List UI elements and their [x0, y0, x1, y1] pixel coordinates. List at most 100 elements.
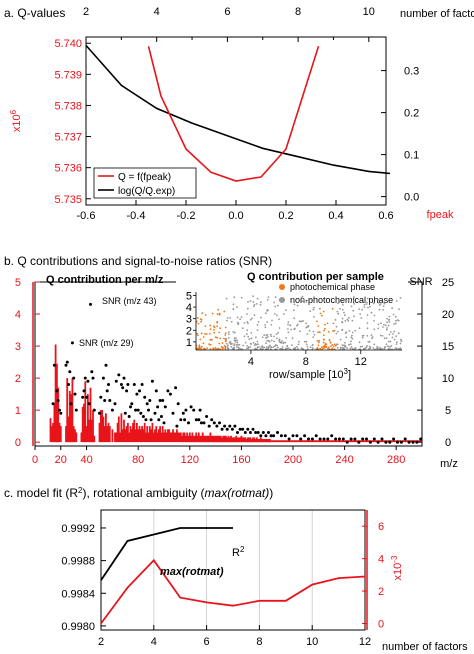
panel-b-snr-point [198, 408, 202, 412]
panel-b-q-bar [136, 422, 138, 443]
panel-c-x-tick-label: 12 [359, 636, 371, 648]
panel-b-inset-point-photo [214, 336, 217, 339]
panel-b-inset-point-nonphoto [305, 340, 308, 343]
panel-b-q-bar [216, 435, 218, 443]
panel-b-left-axis: 0 1 2 3 4 5 [15, 277, 40, 449]
panel-b-snr-point [184, 408, 188, 412]
panel-b-snr-point [147, 408, 150, 412]
panel-b-inset-point-photo [218, 342, 221, 345]
panel-b-inset-point-photo [206, 347, 209, 349]
panel-b-q-bar [141, 426, 143, 443]
panel-b-inset-point-photo [224, 340, 227, 343]
panel-b-inset-point-nonphoto [382, 326, 384, 328]
panel-b-inset-point-nonphoto [335, 343, 338, 346]
panel-a-left-tick-label: 5.737 [54, 132, 82, 144]
panel-b-inset-point-photo [223, 337, 225, 340]
panel-b-inset-point-nonphoto [249, 300, 252, 302]
panel-b-snr-point [145, 402, 149, 406]
panel-b-inset-point-nonphoto [395, 319, 397, 322]
panel-b-x-tick-label: 280 [387, 454, 405, 466]
panel-b-q-bar [93, 435, 96, 443]
panel-b-inset-point-photo [223, 310, 226, 313]
panel-a-bottom-axis-label: fpeak [427, 209, 454, 221]
panel-b-inset-point-nonphoto [289, 324, 292, 327]
panel-b-q-bar [71, 378, 74, 443]
panel-b-inset-point-nonphoto [237, 346, 240, 349]
panel-b-q-bar [68, 390, 71, 443]
panel-c-series-r2-line [100, 527, 233, 581]
panel-b-inset-point-nonphoto [265, 342, 267, 345]
panel-b-inset-point-nonphoto [379, 303, 382, 305]
panel-b-inset-point-nonphoto [249, 318, 252, 321]
panel-b-inset-point-nonphoto [307, 324, 310, 327]
panel-b-title: b. Q contributions and signal-to-noise r… [4, 254, 272, 268]
panel-b-snr-point [127, 415, 131, 418]
panel-b-inset-point-nonphoto [351, 319, 354, 322]
panel-b-inset-point-nonphoto [250, 332, 253, 334]
panel-b-inset-point-photo [216, 321, 219, 324]
panel-c-series-label-r2: R2 [232, 545, 245, 559]
panel-b-q-bar [199, 435, 201, 443]
panel-b-x-tick-label: 200 [284, 454, 302, 466]
panel-b-inset-point-nonphoto [270, 324, 273, 326]
panel-b-inset-point-photo [196, 332, 199, 335]
panel-b-inset-point-photo [317, 331, 319, 334]
panel-b-inset-point-nonphoto [280, 342, 283, 344]
panel-b-inset-point-nonphoto [229, 343, 232, 345]
panel-b-inset-point-nonphoto [367, 341, 370, 343]
panel-b-inset-point-nonphoto [399, 338, 402, 341]
panel-b-inset-point-nonphoto [392, 313, 395, 316]
panel-a-top-axis-label: number of factors [400, 8, 474, 20]
panel-b-inset-point-nonphoto [300, 297, 303, 299]
panel-b-inset-point-nonphoto [388, 315, 391, 318]
panel-b-inset-point-nonphoto [270, 339, 273, 342]
panel-b-inset-point-photo [322, 347, 325, 350]
panel-b-inset-point-nonphoto [251, 317, 253, 320]
panel-b-inset-point-nonphoto [308, 329, 311, 332]
panel-b-inset-point-nonphoto [278, 318, 280, 321]
panel-b-inset-point-nonphoto [298, 320, 301, 322]
panel-b-inset-point-nonphoto [252, 301, 255, 303]
panel-b-inset-point-nonphoto [260, 346, 263, 348]
panel-b-inset-point-photo [199, 318, 202, 320]
panel-b-x-tick-label: 120 [181, 454, 199, 466]
panel-b-snr-point [248, 431, 252, 434]
panel-b-inset-point-nonphoto [350, 305, 353, 308]
panel-b-inset-point-nonphoto [306, 333, 309, 335]
panel-b-inset-point-nonphoto [259, 303, 262, 306]
panel-a-series-q-line [147, 46, 320, 182]
panel-b-inset-point-nonphoto [291, 337, 294, 340]
panel-b-q-bar [129, 426, 132, 443]
panel-b-q-bar [204, 435, 207, 443]
panel-b-inset-point-nonphoto [264, 326, 267, 329]
panel-b-inset-point-nonphoto [279, 347, 282, 350]
panel-b-inset-point-nonphoto [387, 324, 390, 327]
panel-b-snr-point [110, 408, 114, 412]
panel-c-left-axis: 0.9980 0.9984 0.9988 0.9992 [61, 523, 106, 633]
panel-c-x-axis-label: number of factors [382, 641, 468, 653]
panel-b-q-bar [108, 426, 111, 443]
panel-b-snr-point [150, 379, 154, 383]
panel-b-q-bar [133, 419, 136, 443]
panel-b-inset-point-nonphoto [226, 317, 229, 319]
panel-b-snr-point [192, 408, 196, 412]
panel-c-left-tick-label: 0.9992 [61, 523, 95, 535]
panel-b-inset-point-nonphoto [239, 318, 242, 321]
panel-b-inset-point-photo [316, 347, 319, 349]
panel-b-inset-point-nonphoto [246, 344, 249, 347]
panel-b-inset-point-nonphoto [313, 306, 315, 309]
panel-b-inset-point-nonphoto [233, 337, 236, 339]
panel-b-snr-point [83, 376, 87, 380]
panel-b-inset-title: Q contribution per sample [247, 271, 384, 283]
panel-b-inset-point-photo [205, 333, 208, 335]
panel-b-inset-point-nonphoto [353, 303, 356, 305]
panel-b-inset-point-nonphoto [346, 347, 348, 349]
panel-a-series [85, 44, 391, 182]
panel-c-x-tick-label: 10 [306, 636, 318, 648]
panel-b-inset-point-nonphoto [391, 307, 393, 310]
panel-b-inset-legend-dot-nonphoto [279, 297, 285, 303]
panel-b-inset-point-nonphoto [353, 296, 355, 299]
panel-c-title: c. model fit (R2), rotational ambiguity … [4, 486, 273, 500]
panel-c-title-sup: 2 [78, 486, 83, 495]
panel-c-right-axis: 0 2 4 6 [362, 510, 384, 631]
